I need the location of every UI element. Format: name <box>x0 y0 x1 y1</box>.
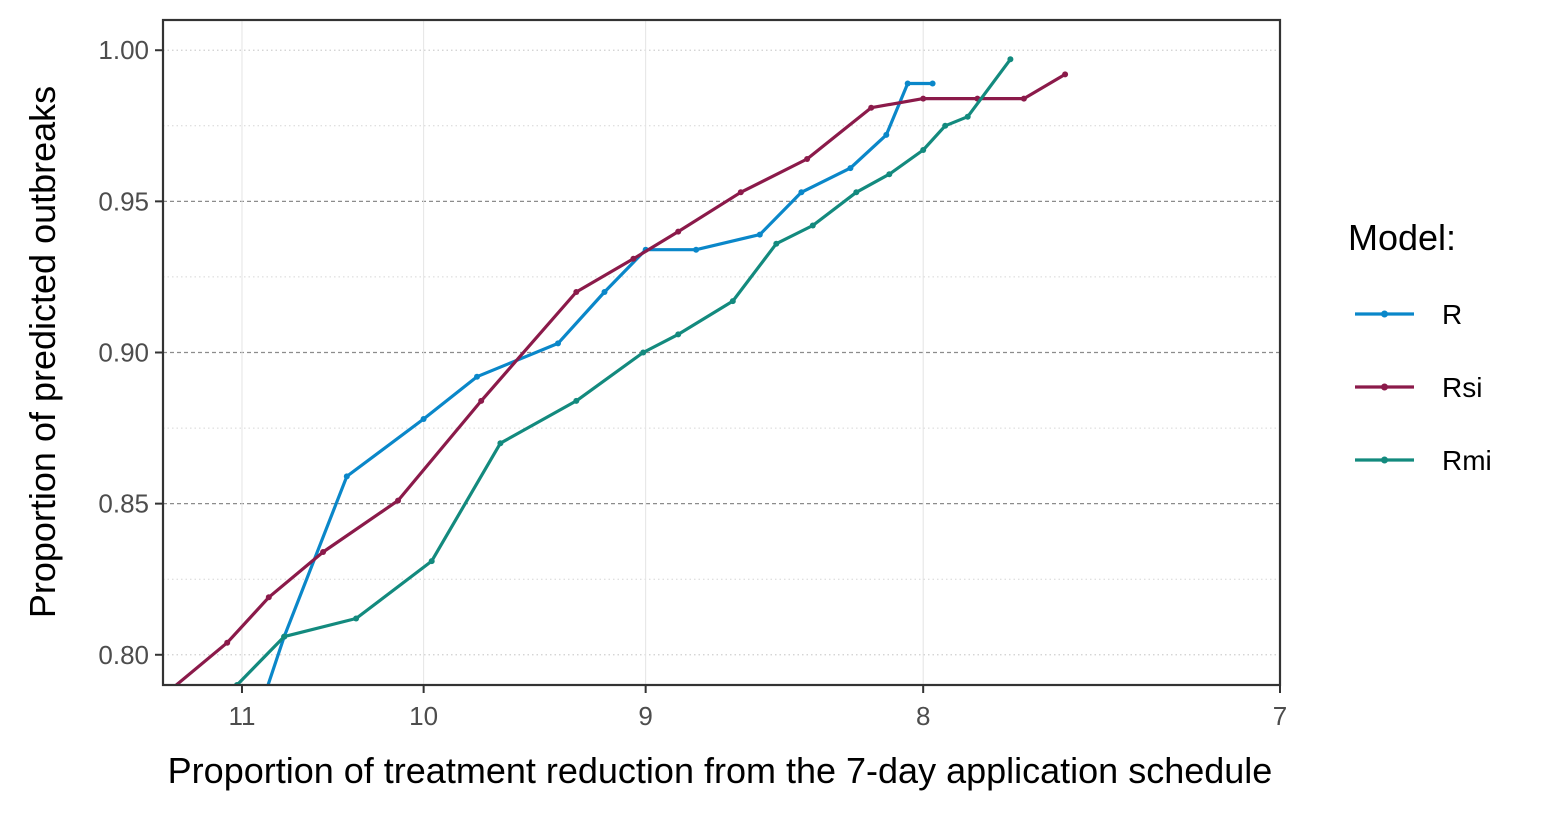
data-point <box>1007 56 1014 63</box>
legend-title: Model: <box>1348 217 1456 258</box>
data-point <box>555 340 561 347</box>
data-point <box>804 156 811 162</box>
x-tick-label: 10 <box>409 701 438 731</box>
legend-key-point <box>1381 310 1388 318</box>
data-point <box>259 700 265 706</box>
data-point <box>868 104 875 111</box>
data-point <box>904 80 911 87</box>
y-axis-title: Proportion of predicted outbreaks <box>22 86 63 618</box>
y-tick-label: 0.95 <box>98 186 149 216</box>
data-point <box>640 349 647 356</box>
series-line <box>173 73 1066 685</box>
data-point <box>474 373 480 380</box>
data-point <box>478 397 485 404</box>
data-point <box>281 633 288 640</box>
series-rsi <box>166 71 1069 694</box>
data-point <box>1062 71 1069 78</box>
plot-background <box>163 20 1280 685</box>
data-point <box>343 473 350 480</box>
data-point <box>737 189 744 196</box>
y-tick-label: 1.00 <box>98 35 149 65</box>
x-axis-title: Proportion of treatment reduction from t… <box>168 750 1273 791</box>
data-point <box>630 255 637 262</box>
data-point <box>675 331 682 338</box>
axes: 0.80 0.85 0.90 0.95 1.00 11 10 9 8 7 <box>98 35 1287 731</box>
data-point <box>798 189 805 196</box>
legend-key-point <box>1381 456 1388 464</box>
y-tick-label: 0.80 <box>98 640 149 670</box>
data-point <box>847 165 854 172</box>
legend-item-rsi: Rsi <box>1355 372 1482 403</box>
data-point <box>929 80 936 87</box>
x-tick-label: 9 <box>638 701 652 731</box>
data-point <box>395 497 401 504</box>
data-point <box>420 416 427 422</box>
data-point <box>353 615 360 622</box>
data-point <box>964 113 971 120</box>
data-point <box>729 298 736 305</box>
data-point <box>756 231 763 238</box>
x-tick-label: 8 <box>916 701 930 731</box>
data-point <box>809 222 816 229</box>
data-point <box>265 594 272 601</box>
series-layer <box>166 56 1069 706</box>
legend-label: Rmi <box>1442 445 1492 476</box>
legend-label: R <box>1442 299 1462 330</box>
data-point <box>693 246 700 253</box>
data-point <box>920 147 927 153</box>
legend-key-point <box>1381 383 1388 391</box>
x-tick-label: 7 <box>1273 701 1287 731</box>
y-tick-label: 0.90 <box>98 338 149 368</box>
data-point <box>1020 95 1027 102</box>
data-point <box>497 440 504 447</box>
data-point <box>883 131 890 138</box>
series-rmi <box>234 56 1014 685</box>
data-point <box>920 95 927 102</box>
data-point <box>573 397 580 404</box>
y-tick-label: 0.85 <box>98 489 149 519</box>
legend-label: Rsi <box>1442 372 1482 403</box>
data-point <box>320 549 327 555</box>
data-point <box>573 289 580 295</box>
data-point <box>886 171 893 178</box>
data-point <box>166 688 172 694</box>
data-point <box>675 228 682 235</box>
data-point <box>601 289 608 295</box>
legend-item-r: R <box>1355 299 1462 330</box>
data-point <box>428 558 435 565</box>
data-point <box>773 240 780 247</box>
legend: Model: R Rsi Rmi <box>1348 217 1492 476</box>
data-point <box>853 189 860 196</box>
data-point <box>224 639 231 646</box>
legend-item-rmi: Rmi <box>1355 445 1492 476</box>
x-tick-label: 11 <box>228 701 255 731</box>
data-point <box>942 122 949 129</box>
